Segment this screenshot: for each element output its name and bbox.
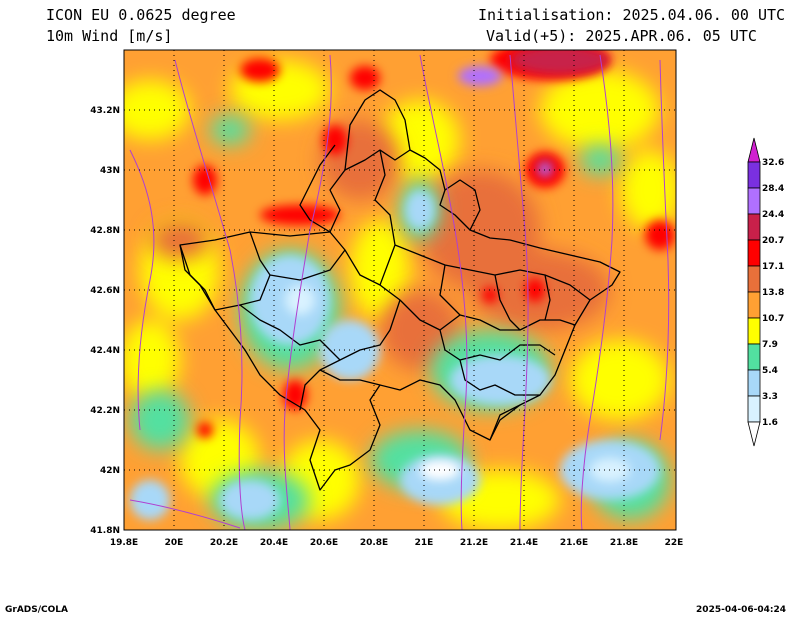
y-tick-label: 42.2N: [90, 406, 120, 416]
y-tick-label: 42N: [100, 466, 120, 476]
x-tick-label: 20.6E: [310, 538, 338, 548]
colorbar-arrow-top: [747, 137, 761, 163]
x-tick-label: 20.2E: [210, 538, 238, 548]
y-tick-label: 41.8N: [90, 526, 120, 536]
colorbar-bin: [747, 161, 761, 189]
colorbar-level: 24.4: [762, 210, 784, 220]
wind-map: 41.8N 42N 42.2N 42.4N 42.6N 42.8N 43N 43…: [90, 49, 784, 548]
colorbar-bin: [747, 395, 761, 423]
colorbar-level: 5.4: [762, 366, 778, 376]
variable-title: 10m Wind [m/s]: [46, 27, 173, 45]
x-axis: 19.8E 20E 20.2E 20.4E 20.6E 20.8E 21E 21…: [110, 538, 684, 548]
colorbar-bin: [747, 265, 761, 293]
x-tick-label: 21.4E: [510, 538, 538, 548]
colorbar-level: 32.6: [762, 158, 784, 168]
colorbar-level: 3.3: [762, 392, 778, 402]
colorbar-bin: [747, 187, 761, 215]
colorbar-level: 13.8: [762, 288, 784, 298]
y-tick-label: 43N: [100, 166, 120, 176]
wind-field: [124, 50, 676, 530]
footer-timestamp: 2025-04-06-04:24: [696, 605, 786, 615]
colorbar-level: 7.9: [762, 340, 778, 350]
init-time: Initialisation: 2025.04.06. 00 UTC: [478, 6, 786, 24]
colorbar-bin: [747, 317, 761, 345]
colorbar: [747, 137, 761, 447]
streamlines: [129, 54, 670, 530]
colorbar-labels: 32.6 28.4 24.4 20.7 17.1 13.8 10.7 7.9 5…: [762, 158, 784, 428]
x-tick-label: 22E: [665, 538, 684, 548]
colorbar-bin: [747, 213, 761, 241]
x-tick-label: 20.4E: [260, 538, 288, 548]
y-axis: 41.8N 42N 42.2N 42.4N 42.6N 42.8N 43N 43…: [90, 106, 120, 536]
colorbar-bin: [747, 291, 761, 319]
colorbar-level: 28.4: [762, 184, 784, 194]
colorbar-level: 1.6: [762, 418, 778, 428]
x-tick-label: 19.8E: [110, 538, 138, 548]
colorbar-bin: [747, 239, 761, 267]
colorbar-bin: [747, 369, 761, 397]
colorbar-bin: [747, 343, 761, 371]
y-tick-label: 43.2N: [90, 106, 120, 116]
model-title: ICON EU 0.0625 degree: [46, 6, 236, 24]
valid-time: Valid(+5): 2025.APR.06. 05 UTC: [486, 27, 757, 45]
colorbar-arrow-bottom: [747, 421, 761, 447]
x-tick-label: 20E: [165, 538, 184, 548]
grid-lines: [124, 50, 676, 530]
x-tick-label: 21.8E: [610, 538, 638, 548]
footer-credit: GrADS/COLA: [5, 605, 68, 615]
x-tick-label: 21.2E: [460, 538, 488, 548]
colorbar-level: 20.7: [762, 236, 784, 246]
country-borders: [179, 89, 621, 491]
y-tick-label: 42.8N: [90, 226, 120, 236]
x-tick-label: 21E: [415, 538, 434, 548]
y-tick-label: 42.4N: [90, 346, 120, 356]
colorbar-level: 17.1: [762, 262, 784, 272]
colorbar-level: 10.7: [762, 314, 784, 324]
x-tick-label: 20.8E: [360, 538, 388, 548]
plot-frame: [123, 49, 677, 531]
y-tick-label: 42.6N: [90, 286, 120, 296]
x-tick-label: 21.6E: [560, 538, 588, 548]
